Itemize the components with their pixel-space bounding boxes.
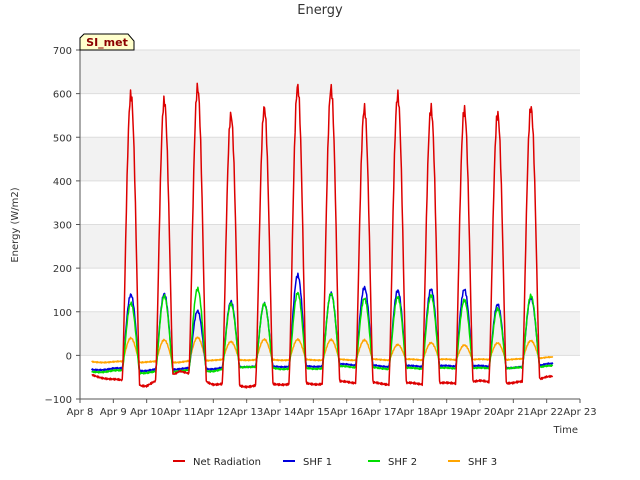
legend-label-net-radiation: Net Radiation bbox=[193, 457, 261, 468]
x-tick-label: Apr 19 bbox=[430, 407, 463, 418]
series-shf-3-line bbox=[91, 336, 554, 364]
x-axis-title: Time bbox=[553, 425, 578, 436]
x-tick-label: Apr 15 bbox=[297, 407, 330, 418]
x-tick-label: Apr 20 bbox=[463, 407, 496, 418]
x-tick-label: Apr 21 bbox=[497, 407, 530, 418]
x-tick-label: Apr 16 bbox=[330, 407, 363, 418]
plot-band bbox=[80, 224, 580, 269]
x-tick-label: Apr 23 bbox=[563, 407, 596, 418]
y-tick-label: 300 bbox=[53, 221, 72, 232]
x-tick-label: Apr 18 bbox=[397, 407, 430, 418]
series-net-radiation-line bbox=[91, 82, 554, 389]
axes bbox=[76, 49, 581, 403]
x-tick-label: Apr 14 bbox=[263, 407, 296, 418]
y-tick-label: 200 bbox=[53, 264, 72, 275]
legend: Net Radiation SHF 1 SHF 2 SHF 3 bbox=[173, 457, 497, 468]
x-tick-label: Apr 11 bbox=[163, 407, 196, 418]
plot-band bbox=[80, 50, 580, 94]
plot-band bbox=[80, 137, 580, 181]
y-tick-label: 600 bbox=[53, 90, 72, 101]
y-tick-label: 0 bbox=[66, 351, 72, 362]
y-tick-label: 400 bbox=[53, 177, 72, 188]
x-tick-label: Apr 22 bbox=[530, 407, 563, 418]
plot-band bbox=[80, 355, 580, 399]
site-label: SI_met bbox=[86, 36, 128, 49]
x-tick-labels: Apr 8 Apr 9 Apr 10 Apr 11 Apr 12 Apr 13 Apr 14… bbox=[67, 407, 597, 418]
plot-band bbox=[80, 268, 580, 312]
legend-label-shf-1: SHF 1 bbox=[303, 457, 332, 468]
y-tick-labels: −100 0 100 200 300 400 500 600 700 bbox=[45, 46, 72, 406]
legend-label-shf-2: SHF 2 bbox=[388, 457, 417, 468]
site-label-box: SI_met bbox=[79, 33, 135, 51]
x-tick-label: Apr 8 bbox=[67, 407, 94, 418]
chart-title: Energy bbox=[297, 3, 343, 18]
plot-band bbox=[80, 311, 580, 356]
x-tick-label: Apr 10 bbox=[130, 407, 163, 418]
plot-background bbox=[80, 50, 580, 399]
y-tick-label: 700 bbox=[53, 46, 72, 57]
y-axis-title: Energy (W/m2) bbox=[10, 187, 21, 262]
y-tick-label: 500 bbox=[53, 133, 72, 144]
x-tick-label: Apr 17 bbox=[363, 407, 396, 418]
x-tick-label: Apr 13 bbox=[230, 407, 263, 418]
x-tick-label: Apr 9 bbox=[100, 407, 127, 418]
legend-label-shf-3: SHF 3 bbox=[468, 457, 497, 468]
plot-band bbox=[80, 180, 580, 225]
series-layer bbox=[91, 82, 554, 389]
x-tick-label: Apr 12 bbox=[197, 407, 230, 418]
y-tick-label: 100 bbox=[53, 308, 72, 319]
y-tick-label: −100 bbox=[45, 395, 72, 406]
